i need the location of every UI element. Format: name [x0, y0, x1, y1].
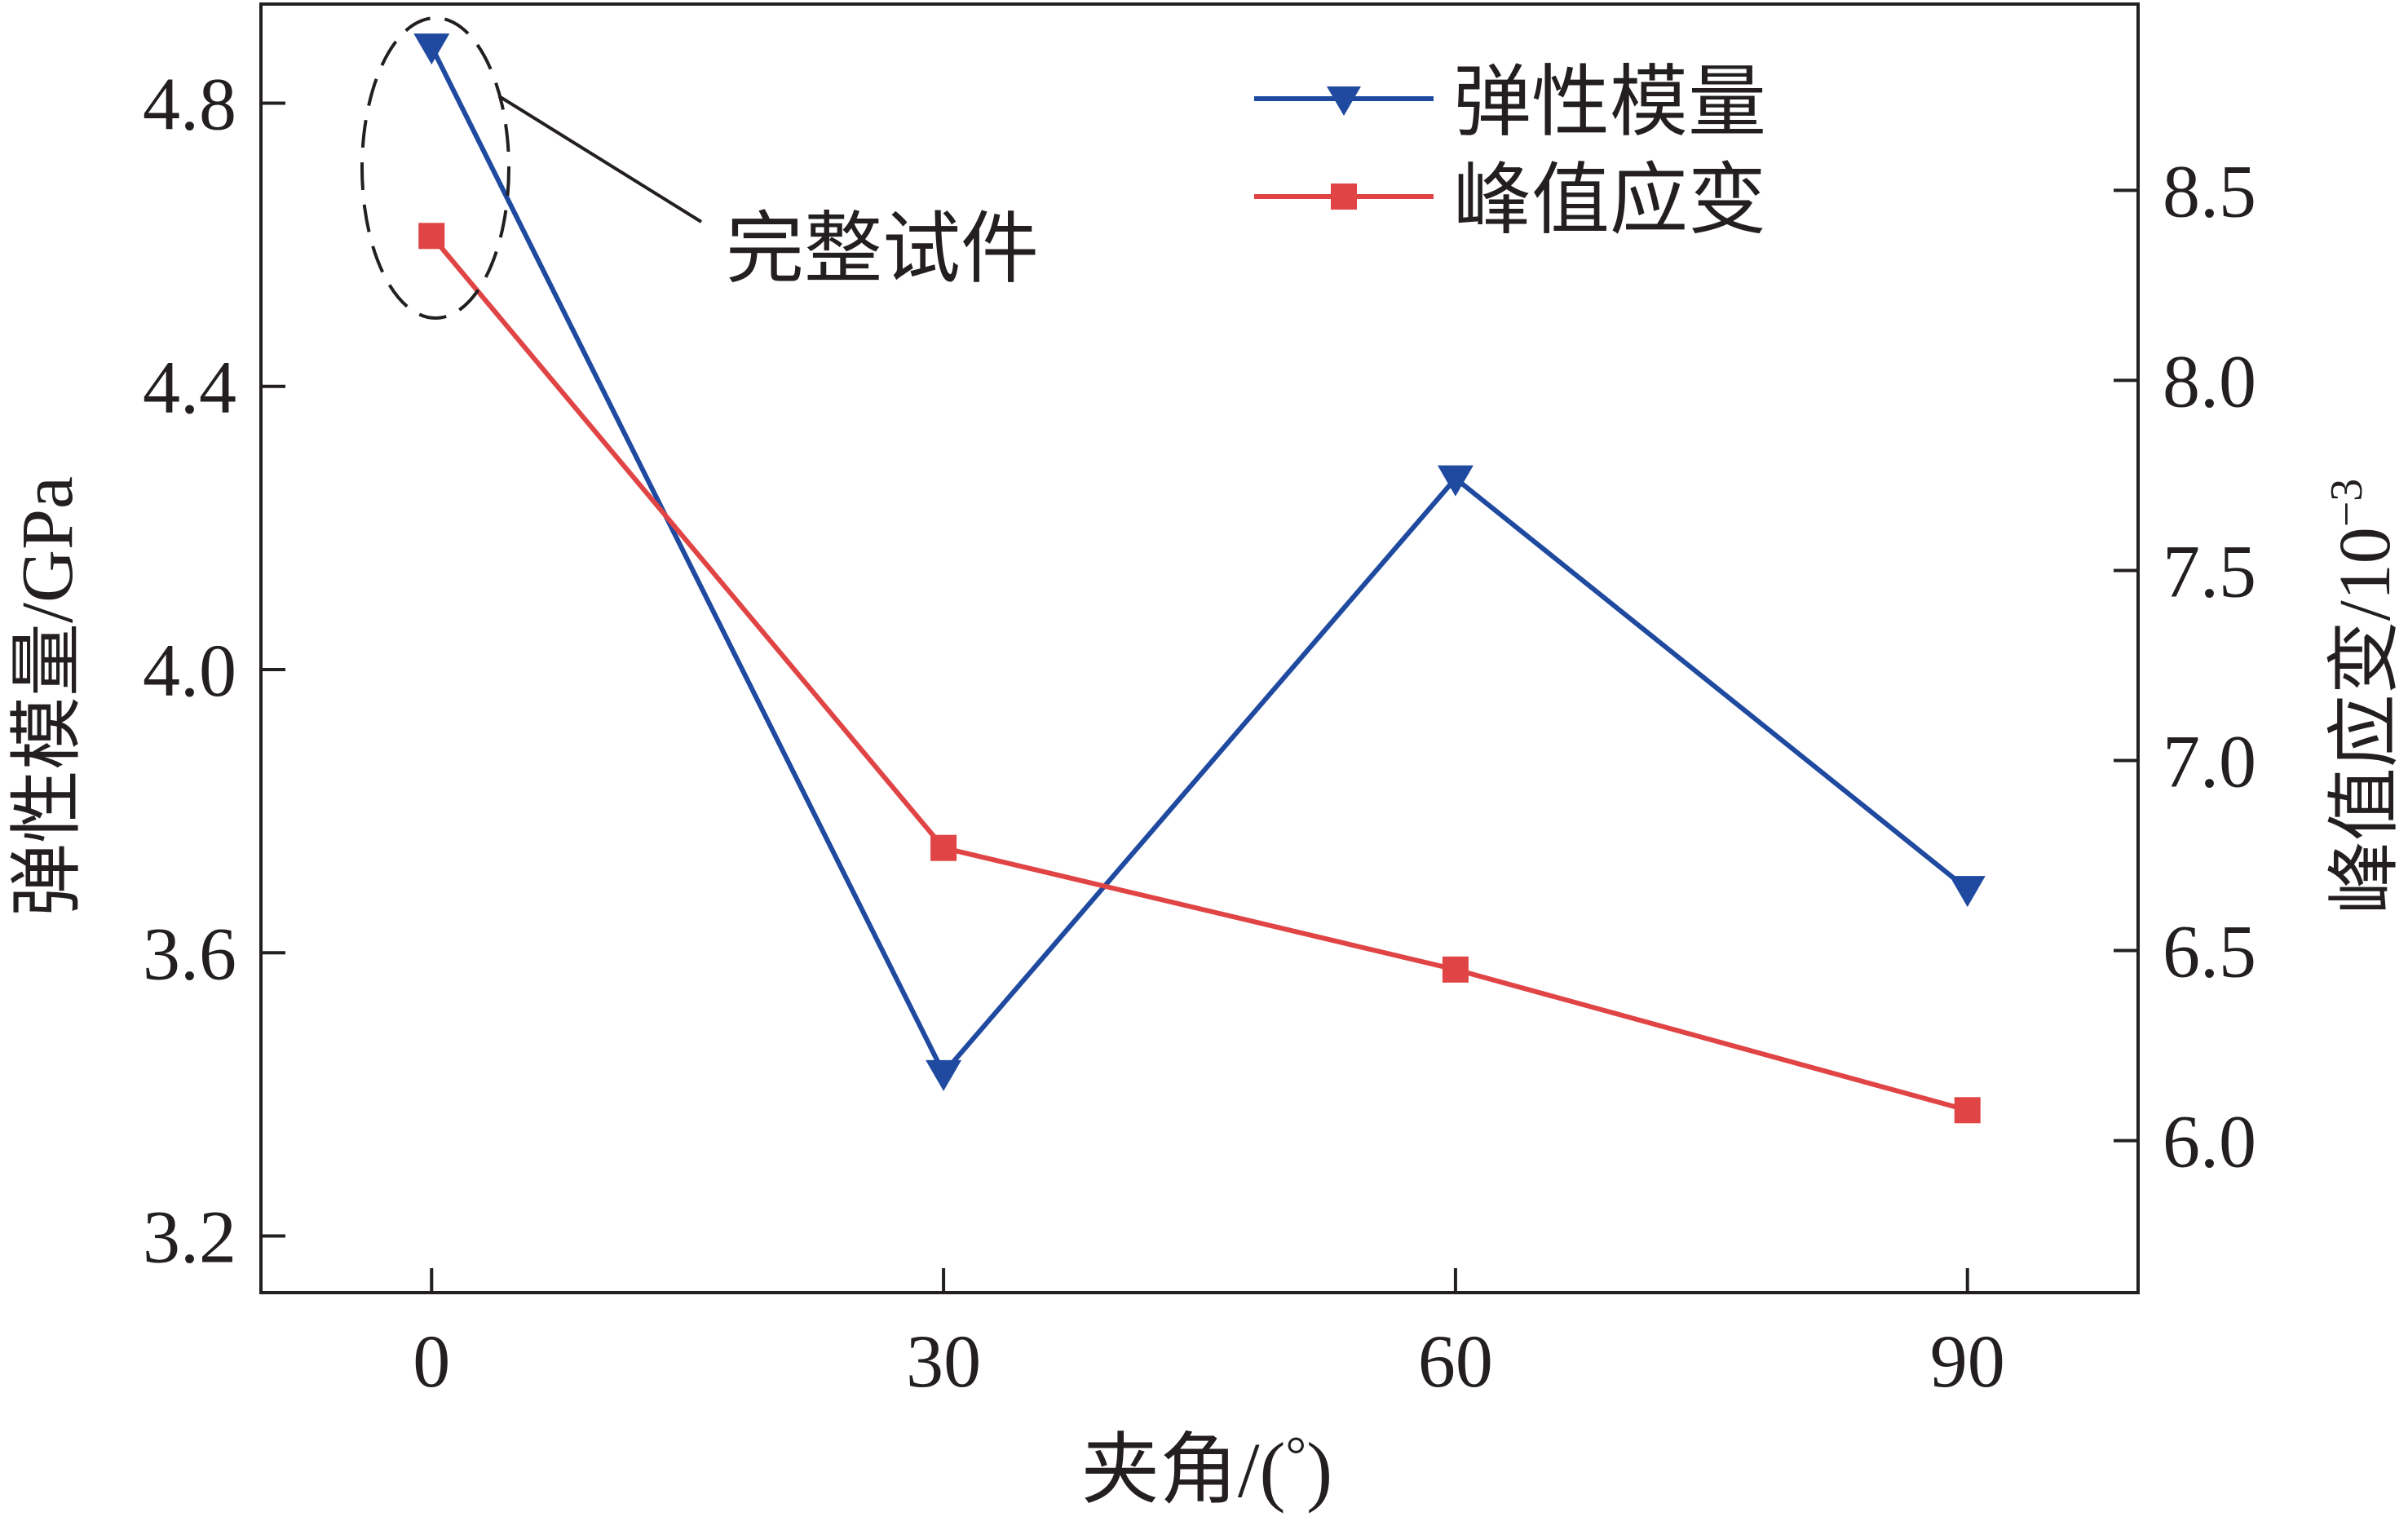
legend: 弹性模量 峰值应变 [1254, 59, 1766, 244]
left-y-tick-label: 3.6 [143, 912, 236, 995]
annotation-ellipse [360, 16, 510, 320]
data-point-marker [1442, 956, 1469, 983]
legend-marker-strain [1331, 183, 1357, 210]
data-point-marker [1949, 876, 1986, 908]
legend-label-strain: 峰值应变 [1453, 157, 1766, 244]
right-y-axis-label-main: 峰值应变/10 [2325, 527, 2406, 914]
x-tick-label: 60 [1418, 1320, 1493, 1403]
data-point-marker [1437, 465, 1474, 497]
right-y-tick-label: 6.0 [2163, 1100, 2256, 1183]
right-y-tick-label: 7.0 [2163, 719, 2256, 803]
annotation: 完整试件 [360, 16, 1039, 320]
x-tick-label: 90 [1930, 1320, 2005, 1403]
data-point-marker [1954, 1097, 1981, 1124]
x-axis-label-main: 夹角/( [1081, 1426, 1286, 1514]
data-point-marker [930, 834, 957, 861]
series-line [429, 45, 1969, 1078]
x-axis-label-degree: ° [1286, 1426, 1307, 1483]
legend-label-modulus: 弹性模量 [1453, 59, 1766, 146]
plot-border [259, 2, 2140, 1294]
data-point-marker [926, 1059, 962, 1091]
x-axis: 0 30 60 90 [413, 1268, 2005, 1403]
right-y-tick-label: 8.5 [2163, 149, 2256, 232]
left-y-tick-label: 4.4 [143, 346, 236, 429]
left-y-axis: 3.2 3.6 4.0 4.4 4.8 [143, 63, 285, 1279]
x-axis-label: 夹角/(°) [1081, 1426, 1332, 1514]
right-y-tick-label: 8.0 [2163, 339, 2256, 422]
left-y-tick-label: 4.8 [143, 63, 236, 146]
annotation-leader-line [497, 95, 703, 223]
legend-marker-modulus [1327, 86, 1361, 116]
left-y-axis-label: 弹性模量/GPa [7, 476, 88, 917]
left-y-tick-label: 4.0 [143, 629, 236, 712]
x-tick-label: 30 [906, 1320, 981, 1403]
left-y-tick-label: 3.2 [143, 1196, 236, 1279]
series-modulus [413, 33, 1986, 1091]
right-y-axis-label-exponent: −3 [2322, 479, 2372, 528]
right-y-axis: 6.0 6.5 7.0 7.5 8.0 8.5 [2114, 149, 2256, 1183]
right-y-axis-label: 峰值应变/10−3 [2322, 479, 2406, 915]
right-y-tick-label: 6.5 [2163, 910, 2256, 993]
right-y-tick-label: 7.5 [2163, 529, 2256, 612]
series-line [429, 234, 1968, 1113]
plot-frame [259, 2, 2140, 1294]
series-layer [413, 33, 1986, 1124]
annotation-label: 完整试件 [726, 206, 1039, 293]
x-axis-label-close: ) [1306, 1426, 1332, 1514]
data-point-marker [418, 223, 445, 250]
x-tick-label: 0 [413, 1320, 450, 1403]
data-point-marker [413, 33, 450, 65]
series-strain [418, 223, 1981, 1124]
